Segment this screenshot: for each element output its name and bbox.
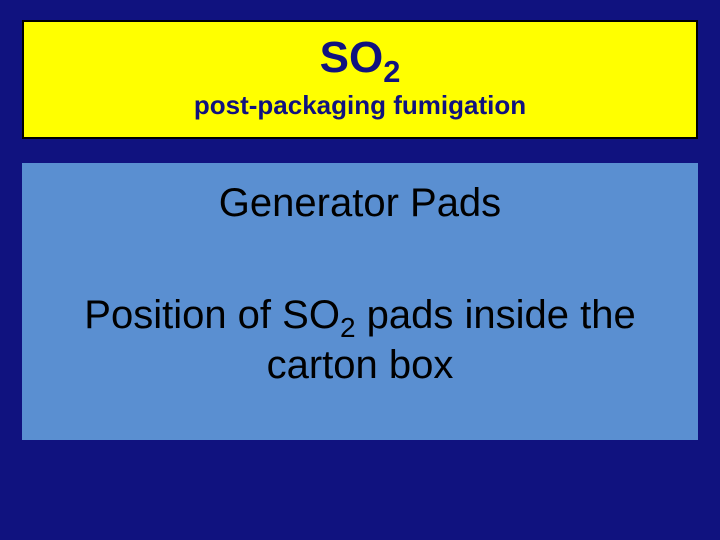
body-subscript: 2 <box>340 312 356 343</box>
subtitle: post-packaging fumigation <box>34 90 686 121</box>
title-banner: SO2 post-packaging fumigation <box>22 20 698 139</box>
content-panel: Generator Pads Position of SO2 pads insi… <box>22 163 698 440</box>
content-body: Position of SO2 pads inside the carton b… <box>40 290 680 390</box>
slide: SO2 post-packaging fumigation Generator … <box>0 0 720 540</box>
content-heading: Generator Pads <box>40 181 680 226</box>
title-text: SO2 <box>320 34 401 82</box>
body-pre: Position of SO <box>84 293 340 337</box>
title-subscript: 2 <box>383 54 400 89</box>
title-main: SO <box>320 33 384 82</box>
title-line: SO2 <box>34 34 686 82</box>
